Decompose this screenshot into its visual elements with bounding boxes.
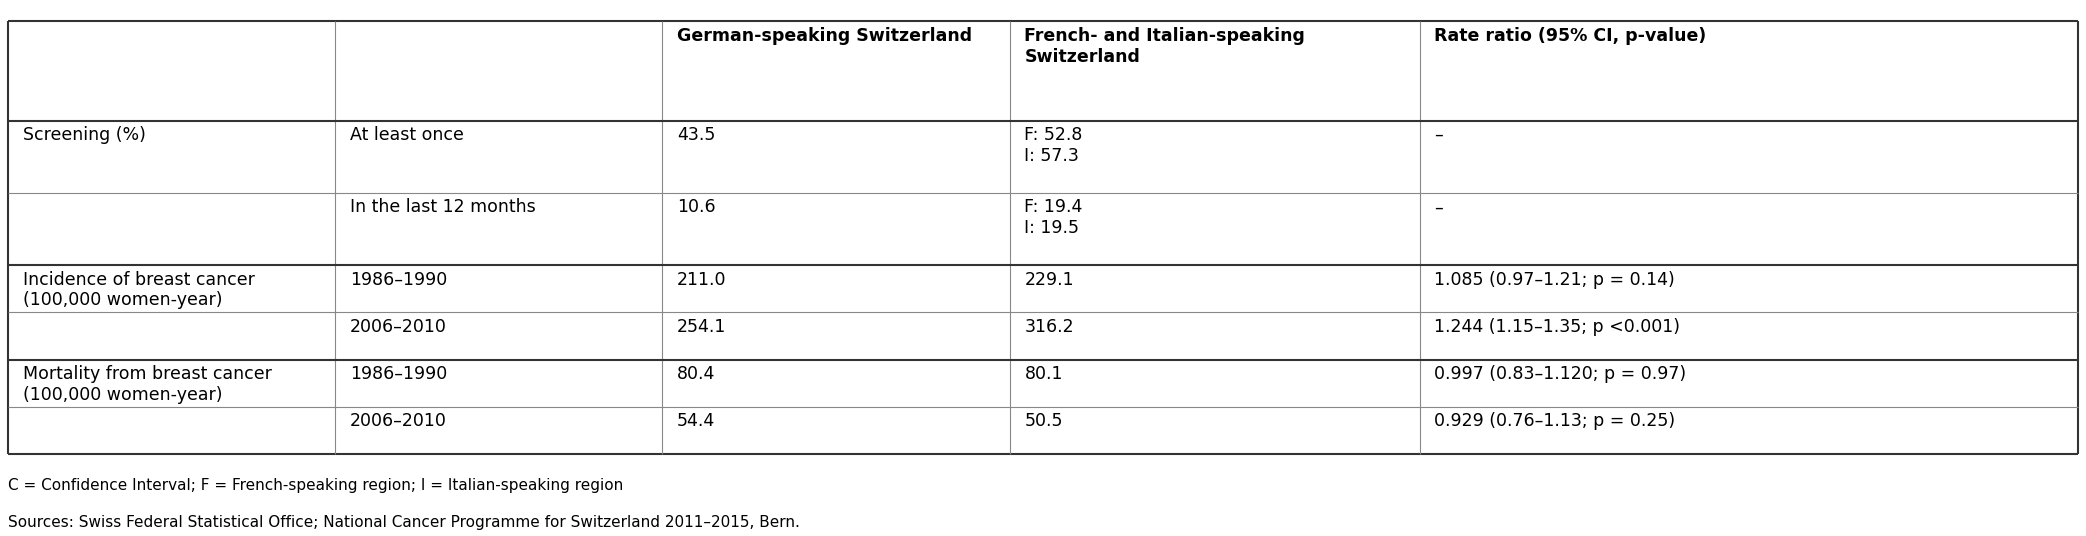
Text: French- and Italian-speaking
Switzerland: French- and Italian-speaking Switzerland: [1024, 27, 1306, 65]
Text: 0.997 (0.83–1.120; p = 0.97): 0.997 (0.83–1.120; p = 0.97): [1435, 365, 1685, 383]
Text: Mortality from breast cancer
(100,000 women-year): Mortality from breast cancer (100,000 wo…: [23, 365, 271, 404]
Text: –: –: [1435, 126, 1444, 144]
Text: Screening (%): Screening (%): [23, 126, 146, 144]
Text: 2006–2010: 2006–2010: [350, 318, 446, 336]
Text: 43.5: 43.5: [676, 126, 715, 144]
Text: C = Confidence Interval; F = French-speaking region; I = Italian-speaking region: C = Confidence Interval; F = French-spea…: [8, 478, 624, 493]
Text: German-speaking Switzerland: German-speaking Switzerland: [676, 27, 972, 45]
Text: 80.1: 80.1: [1024, 365, 1064, 383]
Text: 1.244 (1.15–1.35; p <0.001): 1.244 (1.15–1.35; p <0.001): [1435, 318, 1679, 336]
Text: Incidence of breast cancer
(100,000 women-year): Incidence of breast cancer (100,000 wome…: [23, 271, 254, 309]
Text: –: –: [1435, 198, 1444, 217]
Text: 229.1: 229.1: [1024, 271, 1074, 289]
Text: F: 19.4
I: 19.5: F: 19.4 I: 19.5: [1024, 198, 1083, 237]
Text: In the last 12 months: In the last 12 months: [350, 198, 536, 217]
Text: 1.085 (0.97–1.21; p = 0.14): 1.085 (0.97–1.21; p = 0.14): [1435, 271, 1675, 289]
Text: 2006–2010: 2006–2010: [350, 412, 446, 430]
Text: F: 52.8
I: 57.3: F: 52.8 I: 57.3: [1024, 126, 1083, 165]
Text: 0.929 (0.76–1.13; p = 0.25): 0.929 (0.76–1.13; p = 0.25): [1435, 412, 1675, 430]
Text: 10.6: 10.6: [676, 198, 715, 217]
Text: 254.1: 254.1: [676, 318, 726, 336]
Text: 54.4: 54.4: [676, 412, 715, 430]
Text: Rate ratio (95% CI, p-value): Rate ratio (95% CI, p-value): [1435, 27, 1706, 45]
Text: 211.0: 211.0: [676, 271, 726, 289]
Text: 1986–1990: 1986–1990: [350, 271, 446, 289]
Text: 1986–1990: 1986–1990: [350, 365, 446, 383]
Text: 50.5: 50.5: [1024, 412, 1064, 430]
Text: Sources: Swiss Federal Statistical Office; National Cancer Programme for Switzer: Sources: Swiss Federal Statistical Offic…: [8, 515, 801, 530]
Text: 80.4: 80.4: [676, 365, 715, 383]
Text: 316.2: 316.2: [1024, 318, 1074, 336]
Text: At least once: At least once: [350, 126, 463, 144]
